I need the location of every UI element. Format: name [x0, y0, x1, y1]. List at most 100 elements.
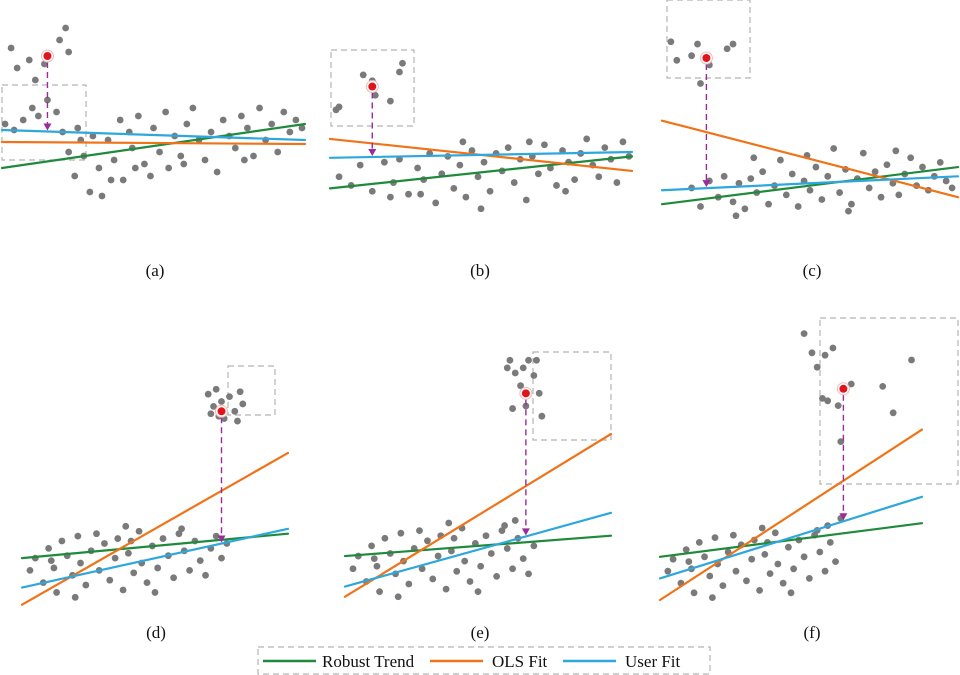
scatter-point: [525, 570, 532, 578]
scatter-point: [493, 573, 501, 580]
outlier-point: [399, 59, 406, 67]
scatter-point: [202, 571, 209, 579]
scatter-point: [732, 567, 740, 575]
scatter-point: [583, 135, 591, 143]
outlier-point: [673, 56, 681, 64]
scatter-point: [65, 148, 73, 156]
scatter-point: [180, 160, 188, 168]
scatter-point: [701, 553, 708, 561]
outlier-point: [56, 36, 63, 44]
scatter-point: [86, 188, 94, 196]
scatter-point: [418, 565, 426, 573]
scatter-point: [682, 546, 690, 553]
highlighted-point: [368, 82, 377, 91]
scatter-point: [106, 576, 114, 584]
scatter-point: [417, 190, 424, 198]
outlier-point: [387, 97, 394, 105]
scatter-point: [450, 534, 458, 542]
panel-1: (a): [0, 24, 307, 280]
scatter-point: [735, 179, 743, 187]
scatter-point: [424, 537, 431, 545]
outlier-point: [800, 330, 808, 337]
scatter-point: [107, 176, 115, 184]
scatter-point: [298, 124, 306, 132]
scatter-point: [110, 156, 118, 164]
scatter-point: [356, 161, 364, 169]
robust-fit-line: [343, 534, 613, 558]
scatter-point: [480, 158, 488, 166]
scatter-point: [47, 557, 55, 564]
scatter-point: [244, 124, 251, 132]
arrow-head: [368, 149, 377, 157]
scatter-point: [131, 164, 139, 172]
outlier-point: [371, 91, 379, 99]
scatter-point: [619, 138, 627, 146]
scatter-point: [530, 542, 538, 550]
scatter-point: [434, 552, 442, 560]
scatter-point: [150, 124, 157, 132]
scatter-point: [892, 147, 900, 155]
scatter-point: [895, 191, 903, 199]
legend-label-robust: Robust Trend: [322, 652, 415, 671]
scatter-point: [498, 527, 506, 535]
scatter-point: [82, 581, 90, 589]
scatter-point: [777, 156, 784, 164]
scatter-point: [135, 527, 143, 535]
scatter-point: [456, 161, 464, 169]
highlighted-point: [521, 389, 530, 398]
scatter-point: [601, 144, 609, 152]
scatter-point: [74, 532, 82, 540]
scatter-point: [534, 170, 542, 178]
outlier-point: [834, 402, 842, 409]
scatter-point: [93, 530, 100, 538]
outlier-point: [837, 438, 845, 445]
scatter-point: [788, 170, 796, 178]
outlier-point: [506, 356, 514, 364]
scatter-point: [743, 577, 750, 585]
outlier-point: [25, 56, 33, 64]
legend-box: [257, 646, 711, 675]
scatter-point: [349, 565, 357, 573]
scatter-point: [335, 173, 343, 181]
scatter-point: [95, 164, 103, 172]
scatter-point: [779, 579, 787, 587]
outlier-box: [532, 351, 612, 441]
scatter-point: [664, 567, 672, 575]
scatter-point: [196, 557, 204, 564]
panel-label: (b): [470, 261, 490, 280]
scatter-point: [669, 555, 677, 563]
scatter-point: [509, 565, 516, 573]
outlier-point: [239, 400, 247, 408]
scatter-point: [729, 531, 737, 539]
scatter-point: [432, 199, 440, 207]
scatter-point: [709, 594, 716, 601]
scatter-point: [690, 589, 698, 597]
scatter-point: [487, 550, 495, 557]
scatter-point: [720, 172, 728, 180]
scatter-point: [936, 159, 944, 166]
scatter-point: [162, 108, 170, 116]
outlier-point: [908, 356, 915, 364]
scatter-point: [370, 555, 378, 562]
panel-label: (c): [803, 261, 822, 280]
scatter-point: [453, 567, 461, 575]
scatter-point: [154, 564, 162, 572]
scatter-point: [482, 532, 490, 540]
outlier-box: [666, 0, 751, 79]
scatter-point: [474, 588, 482, 596]
scatter-point: [219, 116, 227, 124]
scatter-point: [77, 559, 84, 567]
legend-label-user: User Fit: [625, 652, 681, 671]
outlier-point: [31, 76, 39, 84]
scatter-point: [711, 534, 719, 541]
outlier-point: [829, 344, 837, 352]
arrow-head: [702, 180, 711, 188]
scatter-point: [848, 200, 855, 208]
scatter-point: [883, 161, 891, 169]
outlier-point: [821, 351, 829, 359]
arrow-head: [217, 535, 226, 543]
scatter-point: [397, 529, 405, 537]
scatter-point: [812, 163, 820, 171]
scatter-point: [741, 205, 749, 213]
outlier-box: [819, 317, 959, 485]
